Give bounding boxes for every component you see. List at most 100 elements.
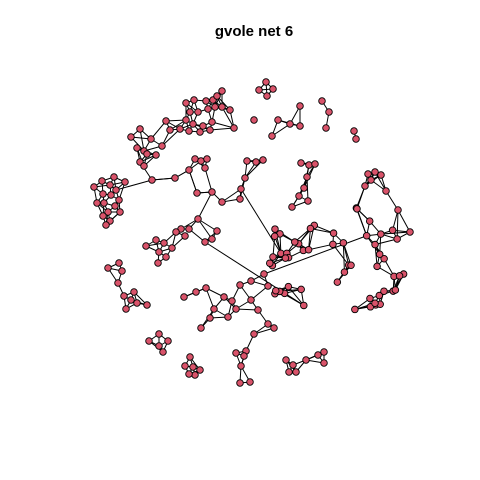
network-node	[270, 324, 278, 332]
network-node	[160, 239, 168, 247]
network-node	[155, 330, 163, 338]
network-node	[266, 259, 274, 267]
network-node	[247, 277, 255, 285]
network-edge	[374, 238, 398, 246]
network-node	[147, 135, 155, 143]
network-node	[166, 126, 174, 134]
network-edge	[308, 243, 334, 251]
network-node	[292, 368, 300, 376]
network-node	[176, 125, 184, 133]
network-node	[191, 371, 199, 379]
network-node	[106, 181, 114, 189]
network-node	[377, 171, 385, 179]
network-node	[140, 162, 148, 170]
network-node	[180, 293, 188, 301]
network-node	[303, 173, 311, 181]
network-node	[100, 199, 108, 207]
network-node	[393, 235, 401, 243]
plot-title: gvole net 6	[215, 23, 293, 40]
network-node	[90, 183, 98, 191]
network-node	[224, 313, 232, 321]
network-node	[104, 264, 112, 272]
network-edge	[244, 159, 264, 179]
network-node	[302, 356, 310, 364]
network-node	[268, 132, 276, 140]
network-node	[190, 96, 198, 104]
network-node	[375, 291, 384, 300]
network-node	[291, 238, 299, 246]
network-node	[199, 122, 207, 130]
network-node	[361, 182, 369, 190]
network-edge	[221, 106, 235, 129]
network-node	[339, 239, 348, 247]
network-node	[98, 177, 106, 185]
network-node	[154, 259, 162, 267]
network-node	[201, 164, 209, 172]
network-node	[192, 288, 200, 296]
network-node	[254, 306, 262, 314]
network-node	[110, 173, 118, 181]
network-node	[295, 192, 303, 200]
network-node	[107, 191, 115, 199]
network-node	[272, 286, 280, 295]
network-node	[351, 305, 359, 314]
network-node	[300, 184, 308, 192]
network-edge	[188, 169, 198, 194]
network-node	[353, 205, 361, 213]
network-node	[143, 301, 151, 309]
network-node	[201, 238, 209, 246]
network-node	[237, 185, 245, 193]
network-node	[182, 116, 190, 124]
network-node	[171, 174, 179, 182]
network-node	[213, 92, 221, 100]
network-node	[127, 133, 135, 141]
network-node	[395, 272, 404, 280]
network-node	[121, 178, 129, 186]
network-node	[304, 197, 312, 205]
network-node	[164, 337, 172, 345]
network-node	[241, 174, 249, 182]
network-node	[364, 170, 372, 178]
network-node	[382, 187, 390, 195]
network-node	[162, 117, 170, 125]
network-node	[148, 176, 156, 184]
network-edge	[310, 228, 334, 234]
network-node	[289, 361, 297, 369]
network-node	[120, 292, 128, 300]
network-node	[111, 202, 119, 210]
network-node	[208, 235, 216, 243]
network-node	[286, 120, 294, 128]
network-node	[347, 261, 355, 269]
network-node	[329, 240, 337, 249]
network-node	[260, 270, 268, 278]
network-node	[371, 240, 379, 249]
network-node	[213, 227, 221, 235]
network-edge	[397, 209, 411, 233]
network-node	[305, 161, 313, 169]
network-node	[186, 108, 194, 116]
network-node	[371, 299, 379, 307]
network-node	[300, 301, 308, 310]
network-node	[93, 199, 101, 207]
network-node	[236, 195, 244, 203]
network-node	[194, 215, 202, 223]
network-node	[181, 362, 189, 370]
network-node	[237, 362, 245, 370]
network-node	[203, 155, 211, 163]
network-edge	[356, 208, 368, 236]
network-node	[99, 190, 107, 198]
network-node	[367, 176, 375, 184]
network-node	[226, 106, 234, 114]
network-node	[185, 127, 193, 135]
network-node	[206, 126, 214, 134]
network-node	[185, 225, 193, 233]
network-node	[333, 278, 342, 286]
network-node	[127, 296, 135, 304]
network-node	[145, 337, 153, 345]
network-edge	[221, 188, 242, 203]
network-edge	[115, 179, 153, 191]
network-node	[118, 267, 126, 275]
network-node	[274, 116, 282, 124]
network-node	[304, 246, 313, 254]
